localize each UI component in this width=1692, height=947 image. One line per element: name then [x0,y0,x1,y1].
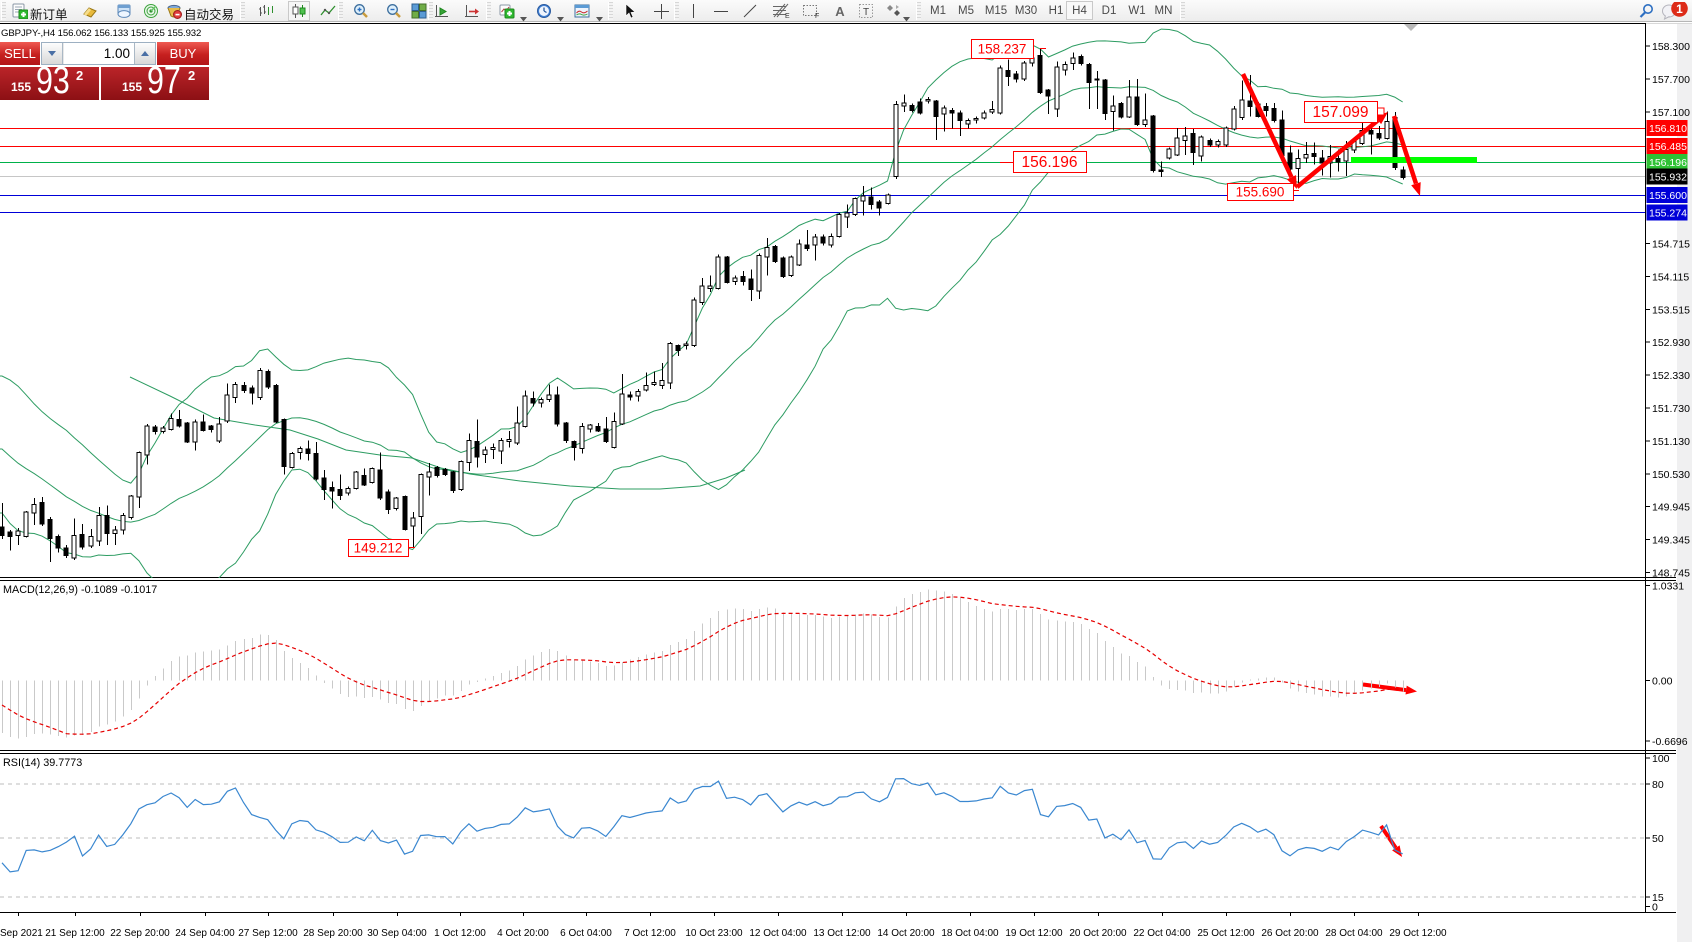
svg-text:GBPJPY-,H4 156.062 156.133 15: GBPJPY-,H4 156.062 156.133 155.925 155.9… [1,28,201,39]
svg-text:MACD(12,26,9) -0.1089 -0.1017: MACD(12,26,9) -0.1089 -0.1017 [3,584,157,596]
svg-text:158.300: 158.300 [1652,41,1690,53]
svg-text:158.237: 158.237 [978,41,1027,56]
svg-text:0.00: 0.00 [1652,676,1673,688]
svg-text:F: F [815,13,819,19]
svg-text:26 Oct 20:00: 26 Oct 20:00 [1261,928,1319,939]
svg-text:22 Sep 20:00: 22 Sep 20:00 [110,928,170,939]
svg-text:RSI(14) 39.7773: RSI(14) 39.7773 [3,757,82,769]
svg-text:T: T [863,7,869,18]
svg-text:15: 15 [1652,892,1664,904]
svg-text:154.115: 154.115 [1652,272,1689,284]
svg-text:151.730: 151.730 [1652,403,1690,415]
svg-text:28 Oct 04:00: 28 Oct 04:00 [1325,928,1383,939]
svg-text:155.932: 155.932 [1649,172,1687,184]
svg-text:148.745: 148.745 [1652,568,1690,580]
svg-text:156.485: 156.485 [1649,141,1687,153]
svg-text:28 Sep 20:00: 28 Sep 20:00 [303,928,363,939]
svg-text:156.196: 156.196 [1649,157,1687,169]
svg-text:151.130: 151.130 [1652,436,1690,448]
svg-text:157.700: 157.700 [1652,74,1690,86]
svg-text:0: 0 [1652,902,1658,914]
svg-text:4 Oct 20:00: 4 Oct 20:00 [497,928,549,939]
svg-text:1.0331: 1.0331 [1652,581,1684,593]
svg-text:24 Sep 04:00: 24 Sep 04:00 [175,928,235,939]
svg-text:152.330: 152.330 [1652,370,1690,382]
svg-text:19 Oct 12:00: 19 Oct 12:00 [1005,928,1063,939]
svg-text:1: 1 [1676,2,1683,16]
svg-text:149.345: 149.345 [1652,535,1690,547]
svg-text:25 Oct 12:00: 25 Oct 12:00 [1197,928,1255,939]
svg-text:155.690: 155.690 [1236,184,1285,199]
svg-text:153.515: 153.515 [1652,305,1690,317]
svg-text:Sep 2021: Sep 2021 [0,928,43,939]
svg-text:156.810: 156.810 [1649,123,1687,135]
svg-text:20 Oct 20:00: 20 Oct 20:00 [1069,928,1127,939]
svg-text:50: 50 [1652,833,1664,845]
svg-text:29 Oct 12:00: 29 Oct 12:00 [1389,928,1447,939]
svg-text:21 Sep 12:00: 21 Sep 12:00 [45,928,105,939]
svg-text:149.212: 149.212 [354,540,403,555]
svg-text:155.600: 155.600 [1649,190,1687,202]
svg-text:154.715: 154.715 [1652,239,1690,251]
svg-text:1 Oct 12:00: 1 Oct 12:00 [434,928,486,939]
svg-text:30 Sep 04:00: 30 Sep 04:00 [367,928,427,939]
svg-text:156.196: 156.196 [1021,154,1077,171]
svg-text:14 Oct 20:00: 14 Oct 20:00 [877,928,935,939]
svg-text:157.099: 157.099 [1312,104,1368,121]
svg-text:E: E [785,13,790,19]
svg-text:149.945: 149.945 [1652,501,1690,513]
svg-text:157.100: 157.100 [1652,107,1690,119]
svg-text:27 Sep 12:00: 27 Sep 12:00 [238,928,298,939]
svg-text:18 Oct 04:00: 18 Oct 04:00 [941,928,999,939]
svg-text:155.274: 155.274 [1649,208,1687,220]
svg-text:152.930: 152.930 [1652,337,1690,349]
svg-text:13 Oct 12:00: 13 Oct 12:00 [813,928,871,939]
svg-text:-0.6696: -0.6696 [1652,736,1688,748]
svg-text:80: 80 [1652,779,1664,791]
svg-text:22 Oct 04:00: 22 Oct 04:00 [1133,928,1191,939]
svg-text:6 Oct 04:00: 6 Oct 04:00 [560,928,612,939]
svg-text:10 Oct 23:00: 10 Oct 23:00 [685,928,743,939]
svg-text:12 Oct 04:00: 12 Oct 04:00 [749,928,807,939]
svg-text:150.530: 150.530 [1652,469,1690,481]
svg-text:7 Oct 12:00: 7 Oct 12:00 [624,928,676,939]
svg-text:100: 100 [1652,753,1670,765]
